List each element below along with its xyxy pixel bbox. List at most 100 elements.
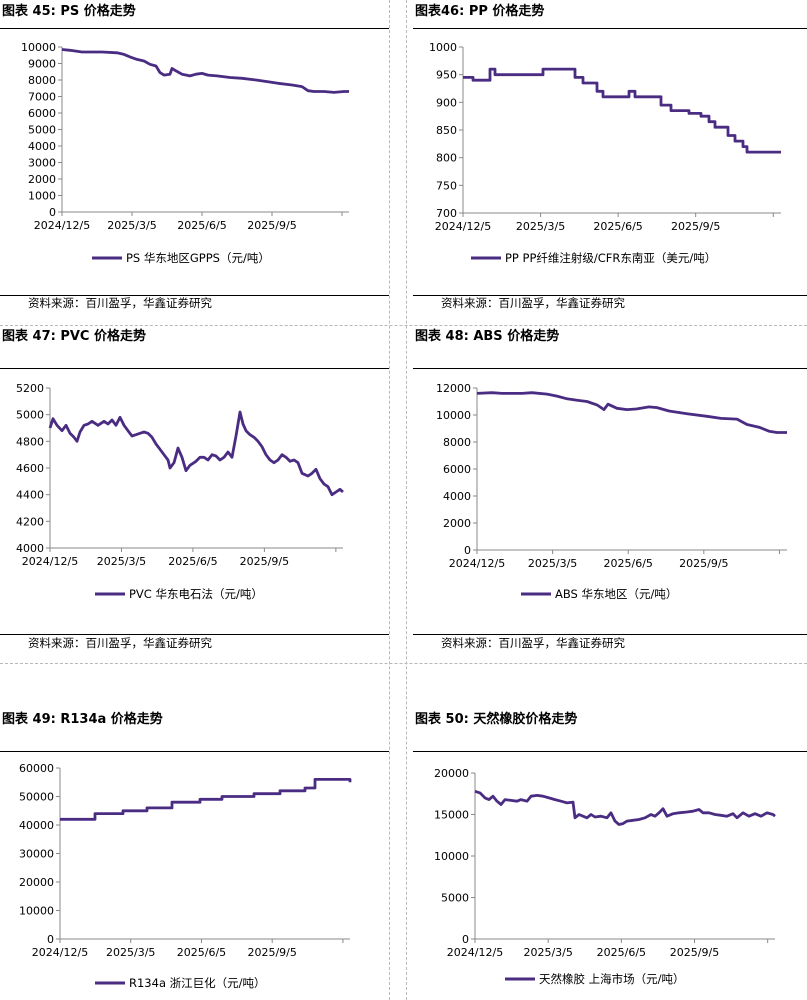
x-tick-label: 2025/9/5 <box>240 555 289 568</box>
y-tick-label: 4000 <box>16 542 44 555</box>
y-tick-label: 0 <box>47 933 54 946</box>
y-tick-label: 4400 <box>16 489 44 502</box>
y-tick-label: 5200 <box>16 382 44 395</box>
y-tick-label: 5000 <box>441 892 469 905</box>
x-tick-label: 2025/6/5 <box>597 946 646 959</box>
y-tick-label: 40000 <box>19 819 54 832</box>
y-tick-label: 15000 <box>434 809 469 822</box>
chart-title: 图表 45: PS 价格走势 <box>2 4 136 19</box>
y-tick-label: 0 <box>49 206 56 219</box>
x-tick-label: 2025/9/5 <box>679 557 728 570</box>
y-tick-label: 2000 <box>28 173 56 186</box>
legend-label: 天然橡胶 上海市场（元/吨） <box>539 972 685 986</box>
x-tick-label: 2025/6/5 <box>177 219 226 232</box>
series-line <box>474 789 776 826</box>
y-tick-label: 5000 <box>16 409 44 422</box>
y-tick-label: 950 <box>436 69 457 82</box>
y-tick-label: 8000 <box>28 74 56 87</box>
chart-panel-r134a: 图表 49: R134a 价格走势 0 10000 20000 30000 40000 50… <box>0 708 389 1000</box>
y-tick-label: 20000 <box>19 876 54 889</box>
x-tick-label: 2025/6/5 <box>177 946 226 959</box>
x-tick-label: 2025/3/5 <box>516 220 565 233</box>
chart-panel-pp: 图表46: PP 价格走势 资料来源：百川盈孚，华鑫证券研究 700 750 800 85… <box>413 0 807 322</box>
y-tick-label: 4000 <box>28 140 56 153</box>
y-tick-label: 4600 <box>16 462 44 475</box>
source-rule <box>413 634 807 635</box>
y-tick-label: 800 <box>436 152 457 165</box>
y-tick-label: 700 <box>436 207 457 220</box>
line-chart: 0 1000 2000 3000 4000 5000 6000 7000 8000 9000 100… <box>21 41 349 265</box>
chart-title: 图表 49: R134a 价格走势 <box>2 712 163 727</box>
source-note: 资料来源：百川盈孚，华鑫证券研究 <box>28 636 212 650</box>
x-tick-label: 2024/12/5 <box>435 220 491 233</box>
x-tick-label: 2025/9/5 <box>247 946 296 959</box>
x-tick-label: 2025/3/5 <box>528 557 577 570</box>
legend-label: R134a 浙江巨化（元/吨） <box>129 976 266 990</box>
y-tick-label: 5000 <box>28 124 56 137</box>
series-line <box>61 48 349 94</box>
y-tick-label: 850 <box>436 124 457 137</box>
column-divider-2 <box>406 0 407 1000</box>
x-tick-label: 2025/3/5 <box>523 946 572 959</box>
y-tick-label: 4000 <box>443 490 471 503</box>
y-tick-label: 10000 <box>21 41 56 54</box>
chart-title: 图表 50: 天然橡胶价格走势 <box>415 712 578 727</box>
series-line <box>463 67 781 154</box>
x-tick-label: 2024/12/5 <box>449 557 505 570</box>
x-tick-label: 2024/12/5 <box>34 219 90 232</box>
chart-title: 图表 48: ABS 价格走势 <box>415 329 560 344</box>
x-tick-label: 2025/3/5 <box>97 555 146 568</box>
source-note: 资料来源：百川盈孚，华鑫证券研究 <box>441 296 625 310</box>
y-tick-label: 8000 <box>443 436 471 449</box>
source-note: 资料来源：百川盈孚，华鑫证券研究 <box>28 296 212 310</box>
title-rule <box>413 368 807 369</box>
line-chart: 700 750 800 850 900 950 1000 2024/12/5 2025/3/5 2… <box>429 41 781 265</box>
title-rule <box>0 751 389 752</box>
x-tick-label: 2025/9/5 <box>671 220 720 233</box>
y-tick-label: 12000 <box>436 382 471 395</box>
line-chart: 4000 4200 4400 4600 4800 5000 5200 2024/12/5 202… <box>16 382 344 601</box>
x-tick-label: 2025/6/5 <box>168 555 217 568</box>
y-tick-label: 4800 <box>16 435 44 448</box>
y-tick-label: 6000 <box>28 107 56 120</box>
x-tick-label: 2024/12/5 <box>447 946 503 959</box>
chart-title: 图表 47: PVC 价格走势 <box>2 329 146 344</box>
source-rule <box>0 295 389 296</box>
column-divider <box>389 0 390 1000</box>
chart-panel-abs: 图表 48: ABS 价格走势 资料来源：百川盈孚，华鑫证券研究 0 2000 4000… <box>413 325 807 660</box>
chart-panel-rubber: 图表 50: 天然橡胶价格走势 0 5000 10000 15000 20000 2024/… <box>413 708 807 1000</box>
series-line <box>48 410 344 497</box>
chart-title: 图表46: PP 价格走势 <box>415 4 545 19</box>
title-rule <box>0 368 389 369</box>
y-tick-label: 1000 <box>429 41 457 54</box>
title-rule <box>0 28 389 29</box>
y-tick-label: 1000 <box>28 190 56 203</box>
y-tick-label: 3000 <box>28 157 56 170</box>
y-tick-label: 6000 <box>443 463 471 476</box>
chart-panel-pvc: 图表 47: PVC 价格走势资料来源：百川盈孚，华鑫证券研究 4000 4200 4… <box>0 325 389 660</box>
x-tick-label: 2025/9/5 <box>247 219 296 232</box>
legend-label: PP PP纤维注射级/CFR东南亚（美元/吨） <box>505 251 716 265</box>
y-tick-label: 7000 <box>28 91 56 104</box>
y-tick-label: 9000 <box>28 58 56 71</box>
chart-panel-ps: 图表 45: PS 价格走势资料来源：百川盈孚，华鑫证券研究 0 1000 2000 3… <box>0 0 389 322</box>
line-chart: 0 2000 4000 6000 8000 10000 12000 2024/12/5 2025… <box>436 382 787 601</box>
source-rule <box>413 295 807 296</box>
y-tick-label: 2000 <box>443 517 471 530</box>
series-line <box>60 778 352 821</box>
x-tick-label: 2025/3/5 <box>107 219 156 232</box>
y-tick-label: 0 <box>462 933 469 946</box>
row-divider-2 <box>0 663 807 664</box>
y-tick-label: 4200 <box>16 515 44 528</box>
y-tick-label: 900 <box>436 96 457 109</box>
y-tick-label: 20000 <box>434 767 469 780</box>
x-tick-label: 2025/3/5 <box>106 946 155 959</box>
y-tick-label: 10000 <box>434 850 469 863</box>
title-rule <box>413 751 807 752</box>
y-tick-label: 0 <box>464 544 471 557</box>
legend-label: PVC 华东电石法（元/吨） <box>129 587 263 601</box>
y-tick-label: 50000 <box>19 791 54 804</box>
x-tick-label: 2025/9/5 <box>670 946 719 959</box>
legend-label: PS 华东地区GPPS（元/吨） <box>126 251 270 265</box>
y-tick-label: 10000 <box>436 409 471 422</box>
